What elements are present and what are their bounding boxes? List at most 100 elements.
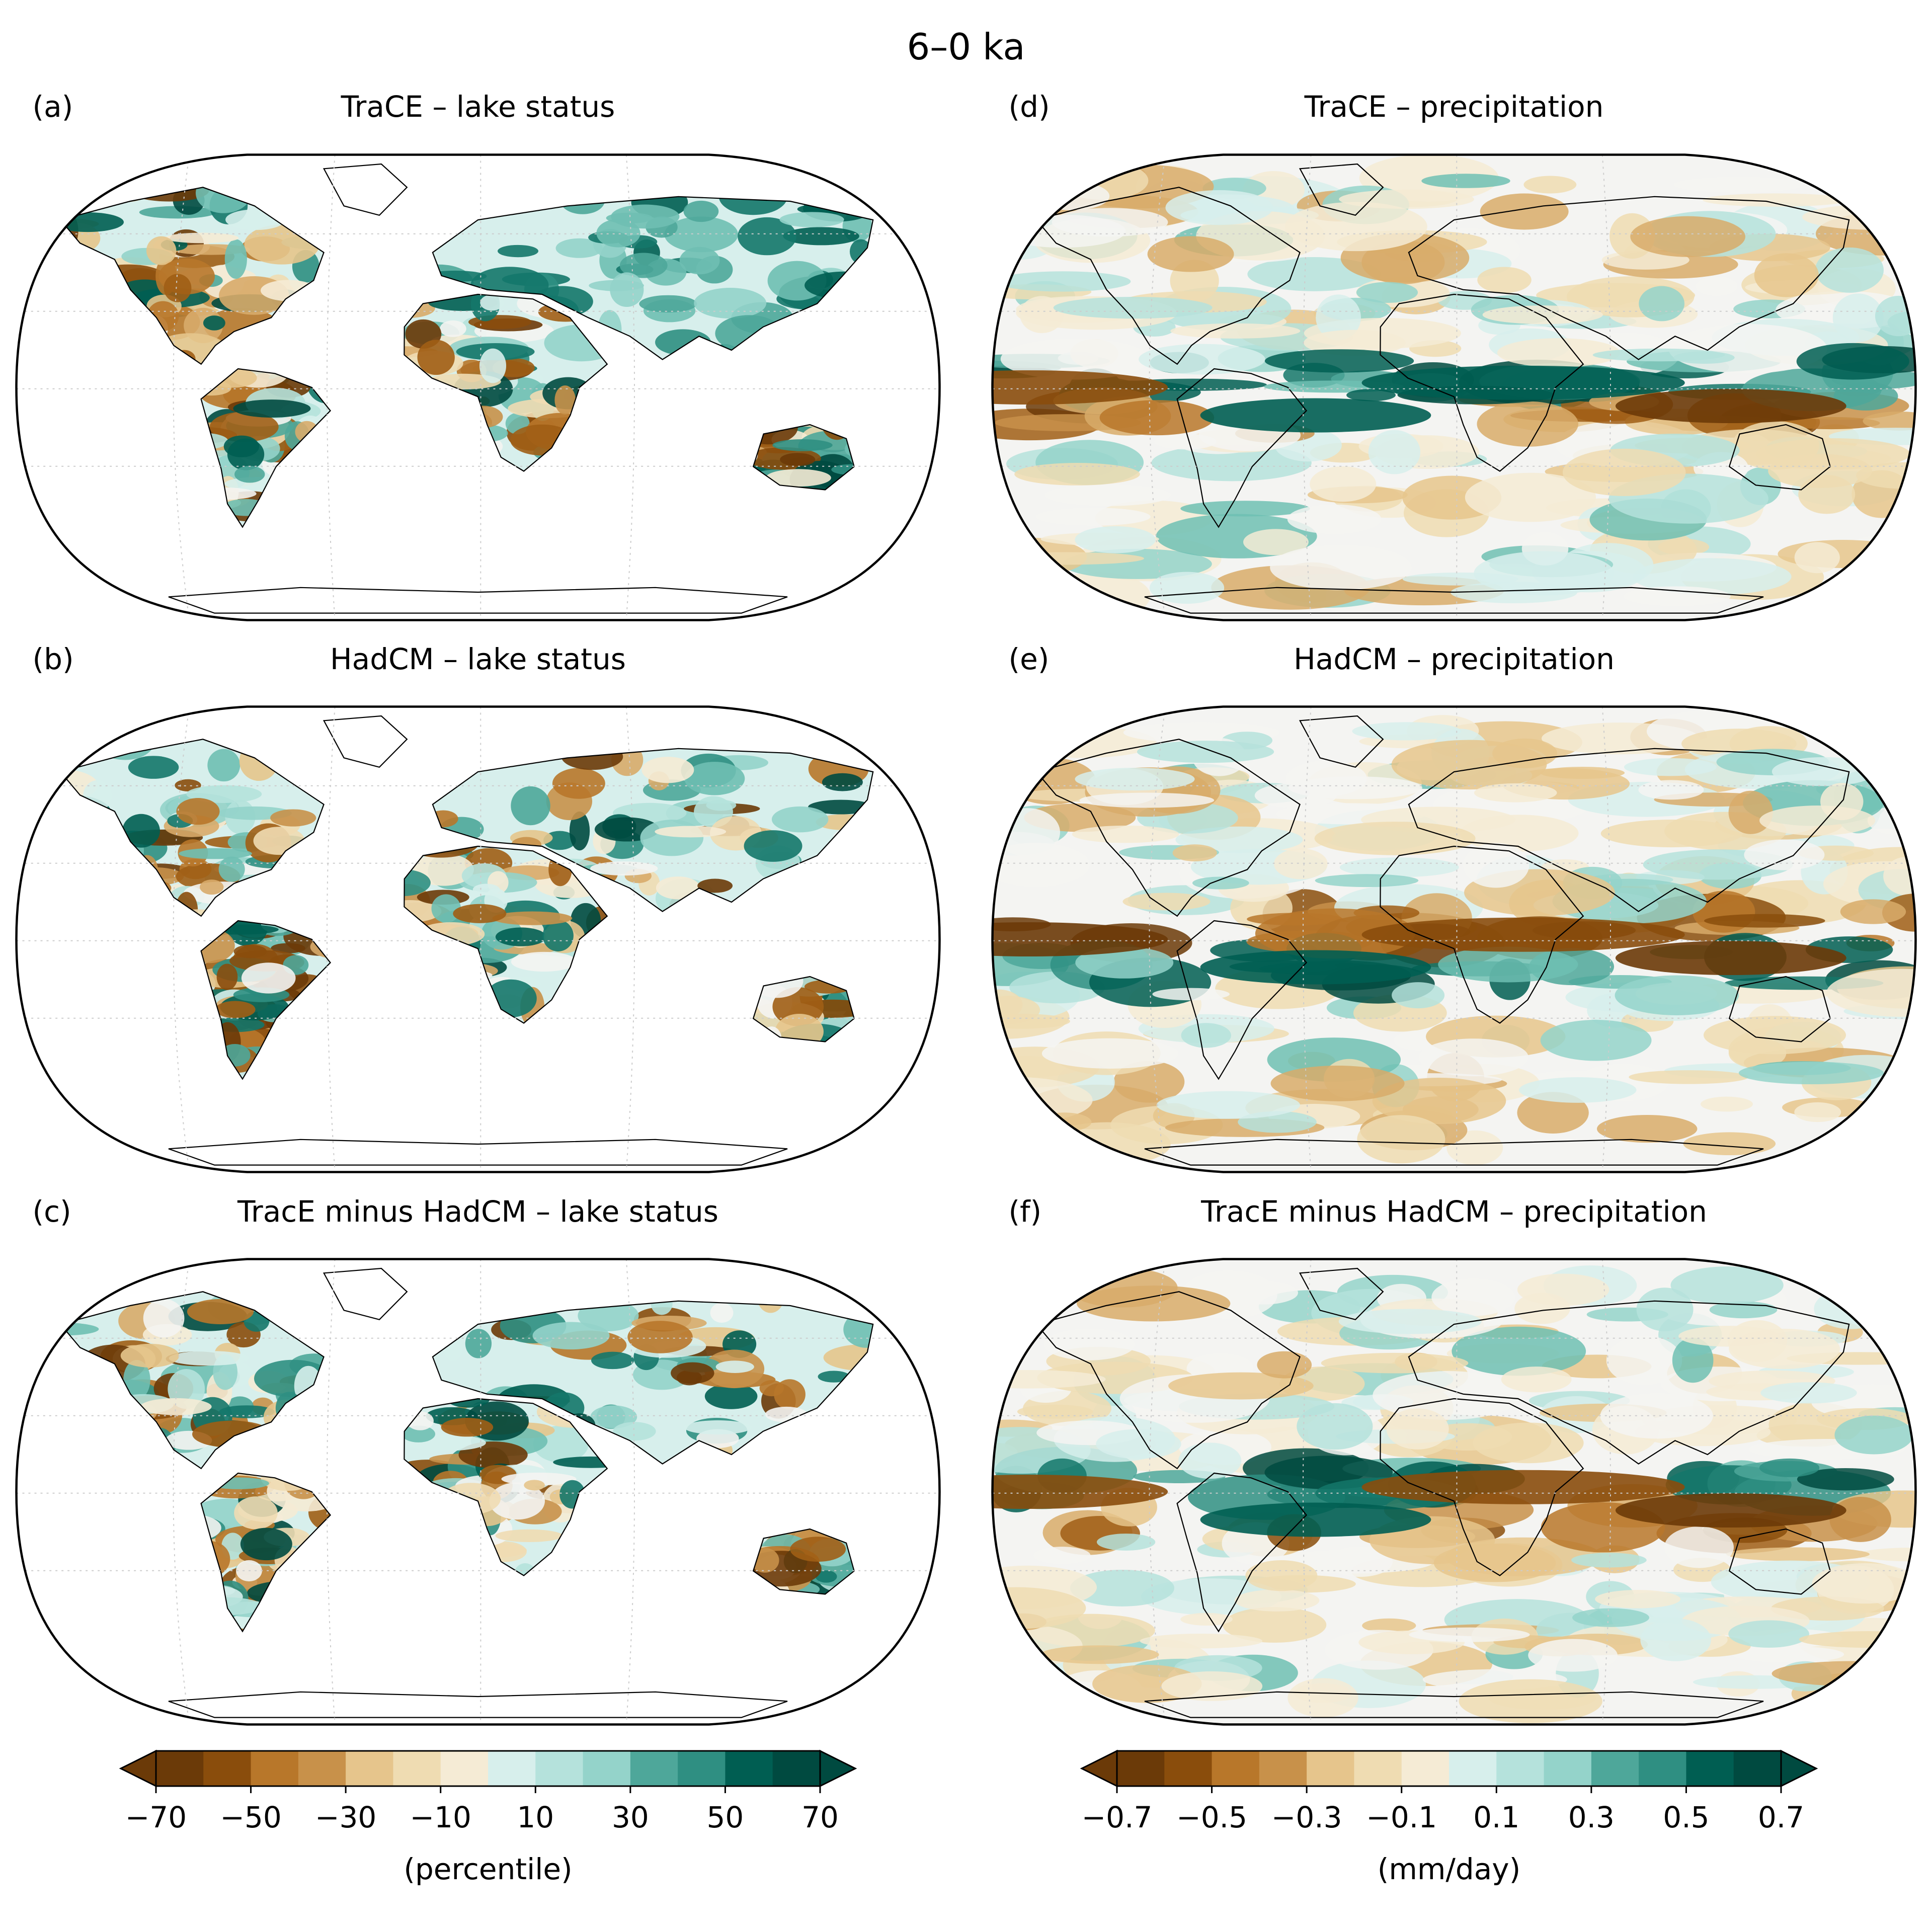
coastline bbox=[59, 739, 325, 917]
coastline bbox=[752, 976, 855, 1042]
colorbar-bin bbox=[1496, 1751, 1545, 1786]
coastline bbox=[1035, 1291, 1301, 1470]
coastline bbox=[432, 1300, 874, 1465]
coastline bbox=[1035, 187, 1301, 365]
coastline bbox=[1176, 368, 1308, 528]
coastline bbox=[168, 1139, 788, 1166]
colorbar-tick-label: −0.5 bbox=[1176, 1800, 1247, 1834]
colorbar-tick-label: −0.1 bbox=[1366, 1800, 1437, 1834]
colorbar-bin bbox=[488, 1751, 536, 1786]
colorbar-bin bbox=[725, 1751, 773, 1786]
colorbar-bin bbox=[1164, 1751, 1213, 1786]
colorbar-bin bbox=[1591, 1751, 1639, 1786]
panel-letter: (b) bbox=[33, 642, 74, 676]
map-frame bbox=[991, 153, 1917, 621]
panel-letter: (c) bbox=[33, 1194, 71, 1229]
colorbar-tick-label: 0.3 bbox=[1568, 1800, 1615, 1834]
field-a bbox=[16, 154, 940, 620]
field-e bbox=[992, 706, 1916, 1172]
coastline bbox=[1144, 1691, 1764, 1718]
colorbar-lake: −70 −50 −30 −10 10 30 50 70 (percentile) bbox=[119, 1749, 857, 1886]
coastline bbox=[1728, 1528, 1831, 1595]
colorbar-bin bbox=[251, 1751, 299, 1786]
colorbar-bin bbox=[1401, 1751, 1450, 1786]
coastline bbox=[1728, 976, 1831, 1042]
colorbar-bin bbox=[583, 1751, 631, 1786]
coastline bbox=[200, 920, 332, 1080]
coastline bbox=[200, 1472, 332, 1633]
coastline bbox=[323, 163, 408, 216]
coastline bbox=[432, 748, 874, 912]
panel-title: HadCM – lake status bbox=[330, 642, 626, 676]
coastline bbox=[1408, 196, 1850, 360]
field-f bbox=[992, 1259, 1916, 1725]
colorbar-label: (percentile) bbox=[404, 1852, 572, 1886]
coastline bbox=[1176, 920, 1308, 1080]
colorbar-bin bbox=[1307, 1751, 1354, 1786]
field-c bbox=[16, 1259, 940, 1725]
coastline bbox=[200, 368, 332, 528]
coastline bbox=[168, 587, 788, 614]
figure-title: 6–0 ka bbox=[907, 26, 1025, 68]
coastline bbox=[59, 187, 325, 365]
coastline bbox=[1728, 424, 1831, 491]
panel-title: HadCM – precipitation bbox=[1294, 642, 1615, 676]
panel-letter: (f) bbox=[1009, 1194, 1042, 1229]
coastline bbox=[1176, 1472, 1308, 1633]
colorbar-tick-label: 10 bbox=[517, 1800, 554, 1834]
coastline bbox=[752, 424, 855, 491]
coastline bbox=[1035, 739, 1301, 917]
colorbar-bin bbox=[203, 1751, 252, 1786]
colorbar-tick-label: 0.5 bbox=[1663, 1800, 1709, 1834]
colorbar-bin bbox=[678, 1751, 726, 1786]
colorbar-tick-label: −70 bbox=[125, 1800, 187, 1834]
panel-letter: (d) bbox=[1009, 90, 1050, 124]
colorbar-tick-label: −10 bbox=[410, 1800, 471, 1834]
coastline bbox=[1299, 163, 1384, 216]
coastline bbox=[1408, 748, 1850, 912]
colorbar-extend-high bbox=[819, 1749, 857, 1788]
colorbar-bin bbox=[1449, 1751, 1497, 1786]
panel-c: (c) TracE minus HadCM – lake status bbox=[15, 1194, 941, 1726]
colorbars: −70 −50 −30 −10 10 30 50 70 (percentile) −0.7 −0.5… bbox=[119, 1749, 1818, 1886]
field-d bbox=[992, 154, 1916, 620]
map-frame bbox=[991, 705, 1917, 1173]
panels: (a) TraCE – lake status (b) HadCM – lake st… bbox=[15, 90, 1917, 1726]
colorbar-bin bbox=[1733, 1751, 1782, 1786]
colorbar-tick-label: 0.1 bbox=[1473, 1800, 1519, 1834]
colorbar-tick-label: 70 bbox=[801, 1800, 839, 1834]
panel-letter: (e) bbox=[1009, 642, 1050, 676]
coastline bbox=[432, 196, 874, 360]
colorbar-tick-label: −50 bbox=[220, 1800, 281, 1834]
colorbar-tick-label: 30 bbox=[612, 1800, 649, 1834]
panel-a: (a) TraCE – lake status bbox=[15, 90, 941, 621]
panel-title: TraCE – precipitation bbox=[1304, 90, 1604, 124]
panel-title: TracE minus HadCM – lake status bbox=[237, 1194, 718, 1229]
colorbar-tick-label: 50 bbox=[707, 1800, 744, 1834]
coastline bbox=[1299, 715, 1384, 768]
coastline bbox=[1144, 587, 1764, 614]
panel-d: (d) TraCE – precipitation bbox=[991, 90, 1917, 621]
coastline bbox=[59, 1291, 325, 1470]
colorbar-bin bbox=[298, 1751, 346, 1786]
panel-title: TracE minus HadCM – precipitation bbox=[1200, 1194, 1707, 1229]
map-frame bbox=[991, 1258, 1917, 1726]
colorbar-bin bbox=[440, 1751, 489, 1786]
colorbar-bin bbox=[1639, 1751, 1686, 1786]
colorbar-extend-low bbox=[1080, 1749, 1118, 1788]
panel-title: TraCE – lake status bbox=[341, 90, 615, 124]
panel-letter: (a) bbox=[33, 90, 73, 124]
colorbar-bin bbox=[1544, 1751, 1592, 1786]
colorbar-tick-label: −30 bbox=[315, 1800, 376, 1834]
colorbar-bin bbox=[346, 1751, 393, 1786]
panel-e: (e) HadCM – precipitation bbox=[991, 642, 1917, 1173]
map-frame bbox=[15, 1258, 941, 1726]
colorbar-tick-label: −0.7 bbox=[1082, 1800, 1153, 1834]
coastline bbox=[323, 715, 408, 768]
colorbar-extend-low bbox=[119, 1749, 157, 1788]
colorbar-bin bbox=[1686, 1751, 1734, 1786]
field-b bbox=[16, 706, 940, 1172]
coastline bbox=[752, 1528, 855, 1595]
colorbar-bin bbox=[630, 1751, 678, 1786]
